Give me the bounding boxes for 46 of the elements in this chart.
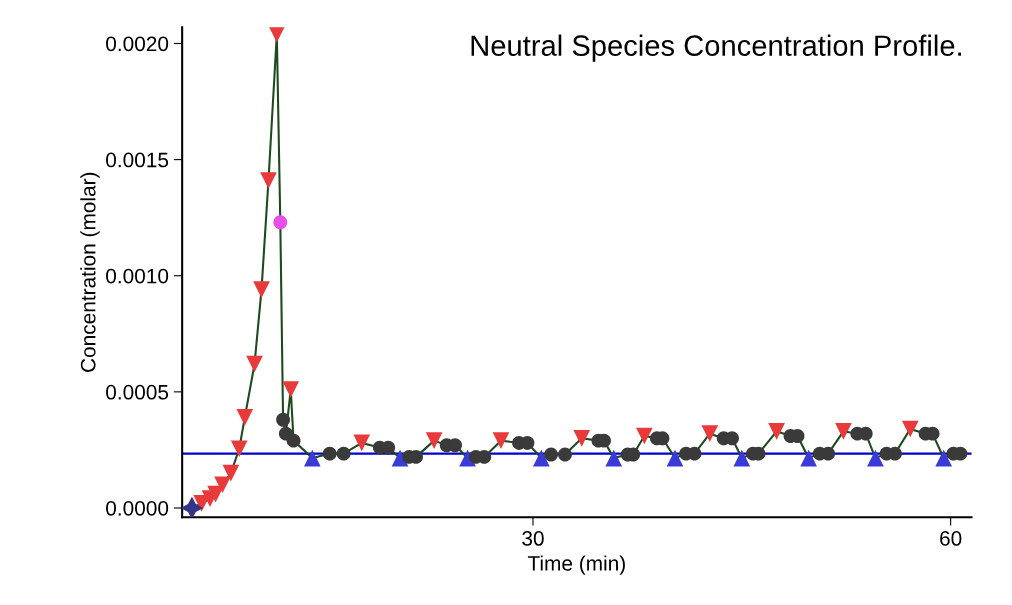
y-axis-title: Concentration (molar) (80, 172, 100, 372)
point (558, 447, 572, 462)
y-tick-label: 0.0005 (106, 384, 169, 400)
point (236, 409, 254, 426)
point (448, 438, 462, 453)
point (733, 449, 751, 467)
y-tick-label: 0.0010 (106, 268, 169, 284)
point (282, 381, 300, 398)
point (230, 440, 248, 458)
y-tick-label: 0.0015 (106, 152, 169, 168)
point (336, 446, 351, 461)
point (544, 447, 559, 462)
point (666, 449, 684, 467)
chart-title: Neutral Species Concentration Profile. (471, 34, 961, 62)
point (425, 432, 443, 449)
point (286, 433, 301, 448)
y-tick-label: 0.0020 (106, 36, 169, 52)
point (353, 434, 371, 452)
x-tick-label: 30 (522, 531, 544, 546)
point (214, 476, 231, 494)
point (725, 431, 740, 446)
x-axis-title: Time (min) (527, 555, 625, 575)
point (636, 427, 653, 445)
point (222, 464, 240, 482)
point (768, 423, 785, 440)
point (273, 215, 288, 230)
point (835, 423, 852, 440)
point (888, 446, 902, 461)
point (935, 449, 953, 467)
point (276, 412, 291, 427)
point (901, 420, 919, 438)
point (253, 281, 270, 298)
point (800, 449, 817, 467)
x-tick-label: 60 (940, 531, 962, 546)
point (867, 449, 884, 467)
point (605, 449, 623, 467)
point (533, 449, 550, 467)
point (573, 429, 591, 447)
point (260, 172, 277, 189)
point (322, 446, 337, 461)
point (492, 432, 510, 449)
point (303, 449, 321, 467)
point (182, 496, 204, 518)
point (246, 355, 263, 373)
point (701, 425, 719, 442)
y-tick-label: 0.0000 (106, 500, 169, 516)
